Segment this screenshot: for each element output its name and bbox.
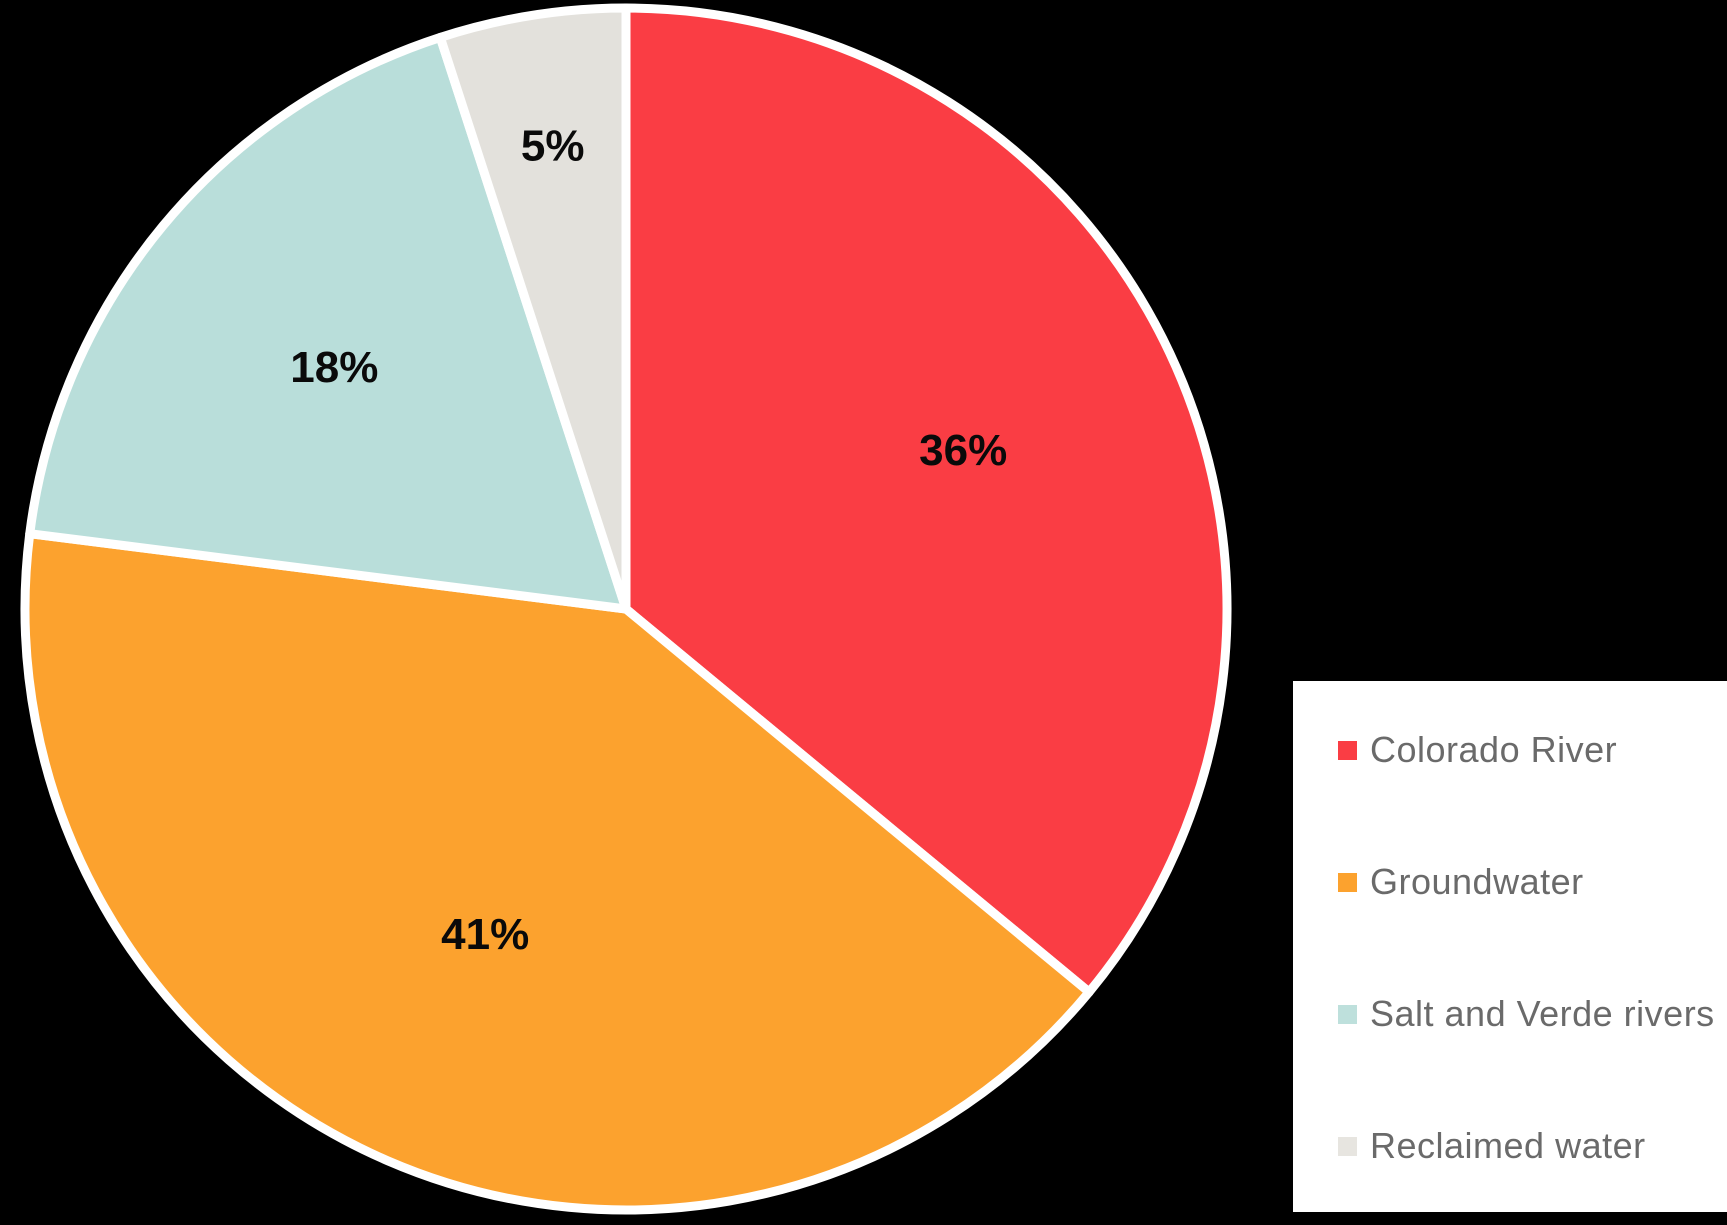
pie-slice-percent-label-colorado-river: 36% <box>919 426 1007 475</box>
legend-item-colorado-river[interactable]: Colorado River <box>1293 684 1727 816</box>
pie-slice-salt-and-verde-rivers[interactable] <box>25 32 631 614</box>
legend-item-label: Groundwater <box>1370 861 1584 902</box>
pie-slice-colorado-river[interactable] <box>621 3 1232 997</box>
pie-slice-percent-label-salt-and-verde-rivers: 18% <box>290 343 378 392</box>
legend-item-groundwater[interactable]: Groundwater <box>1293 816 1727 948</box>
legend-item-reclaimed-water[interactable]: Reclaimed water <box>1293 1080 1727 1212</box>
pie-slice-groundwater[interactable] <box>20 529 1094 1215</box>
legend-swatch-icon <box>1338 1136 1357 1156</box>
pie-slice-reclaimed-water[interactable] <box>435 3 631 614</box>
pie-slice-percent-label-groundwater: 41% <box>441 910 529 959</box>
legend-swatch-icon <box>1338 740 1357 760</box>
legend-swatch-icon <box>1338 1004 1357 1024</box>
pie-slice-percent-label-reclaimed-water: 5% <box>521 122 585 171</box>
legend-item-salt-and-verde-rivers[interactable]: Salt and Verde rivers <box>1293 948 1727 1080</box>
legend-item-label: Salt and Verde rivers <box>1370 993 1715 1034</box>
legend-item-label: Reclaimed water <box>1370 1125 1646 1166</box>
legend-swatch-icon <box>1338 872 1357 892</box>
chart-legend: Colorado River Groundwater Salt and Verde … <box>1293 681 1727 1212</box>
legend-item-label: Colorado River <box>1370 729 1618 770</box>
